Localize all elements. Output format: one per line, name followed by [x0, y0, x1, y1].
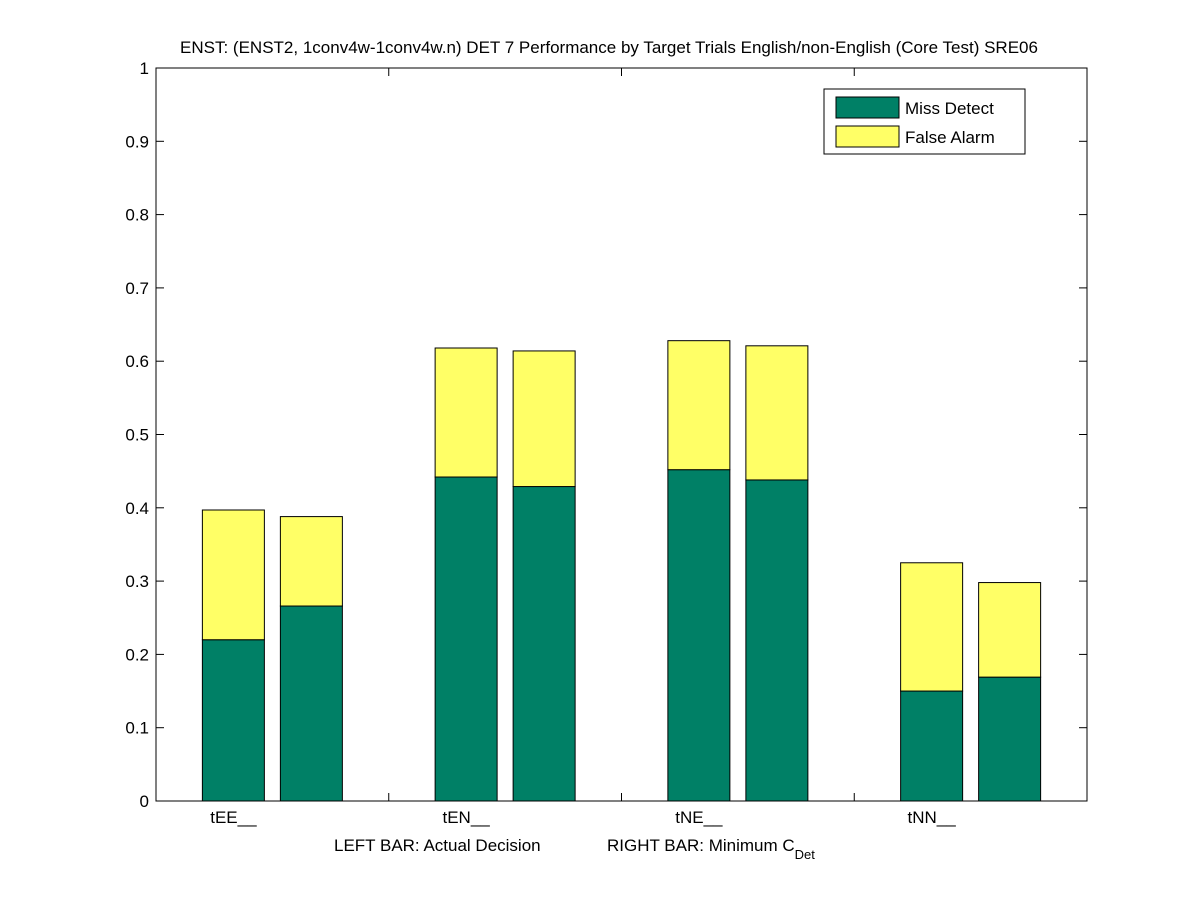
y-tick-label: 0.2	[125, 645, 149, 664]
legend: Miss Detect False Alarm	[823, 88, 1026, 155]
bar-tee-minimum-false-alarm	[279, 516, 343, 607]
bar-tne-minimum-miss-detect	[745, 479, 809, 802]
bar-ten-minimum-miss-detect	[512, 486, 576, 802]
x-tick-label: tEN__	[443, 808, 491, 827]
legend-label-miss-detect: Miss Detect	[905, 99, 994, 118]
bar-tee-actual-false-alarm	[201, 509, 265, 641]
y-tick-label: 0.4	[125, 499, 149, 518]
bars-layer	[201, 340, 1042, 802]
x-tick-label: tNE__	[675, 808, 723, 827]
x-axis-label-right-subscript: Det	[795, 847, 816, 862]
x-axis-label-left: LEFT BAR: Actual Decision	[334, 836, 541, 855]
bar-tne-minimum-false-alarm	[745, 345, 809, 481]
x-axis-label-right-main: RIGHT BAR: Minimum C	[607, 836, 795, 855]
y-tick-label: 0.5	[125, 426, 149, 445]
legend-swatch-miss-detect	[835, 96, 900, 119]
x-tick-label: tNN__	[908, 808, 957, 827]
y-tick-label: 0.3	[125, 572, 149, 591]
bar-ten-actual-false-alarm	[434, 347, 498, 478]
bar-tee-actual-miss-detect	[201, 639, 265, 802]
bar-tee-minimum-miss-detect	[279, 605, 343, 802]
legend-label-false-alarm: False Alarm	[905, 128, 995, 147]
y-tick-label: 0.7	[125, 279, 149, 298]
y-tick-label: 0	[140, 792, 149, 811]
bar-tnn-minimum-miss-detect	[978, 676, 1042, 802]
x-tick-label: tEE__	[210, 808, 257, 827]
bar-tnn-actual-false-alarm	[900, 562, 964, 692]
bar-ten-minimum-false-alarm	[512, 350, 576, 488]
bar-tnn-actual-miss-detect	[900, 690, 964, 802]
bar-tne-actual-miss-detect	[667, 469, 731, 802]
y-tick-label: 0.6	[125, 352, 149, 371]
y-tick-label: 0.8	[125, 206, 149, 225]
bar-tne-actual-false-alarm	[667, 340, 731, 471]
x-axis-label-right: RIGHT BAR: Minimum CDet	[607, 836, 815, 862]
bar-ten-actual-miss-detect	[434, 476, 498, 802]
x-axis: tEE__ tEN__ tNE__ tNN__	[210, 68, 956, 827]
chart-title: ENST: (ENST2, 1conv4w-1conv4w.n) DET 7 P…	[180, 38, 1038, 57]
y-tick-label: 0.9	[125, 132, 149, 151]
bar-tnn-minimum-false-alarm	[978, 582, 1042, 678]
y-tick-label: 0.1	[125, 719, 149, 738]
y-axis: 0 0.1 0.2 0.3 0.4 0.5 0.6 0.7 0.8 0.9 1	[125, 59, 1087, 811]
legend-swatch-false-alarm	[835, 125, 900, 148]
y-tick-label: 1	[140, 59, 149, 78]
x-axis-label: LEFT BAR: Actual Decision RIGHT BAR: Min…	[334, 836, 815, 862]
